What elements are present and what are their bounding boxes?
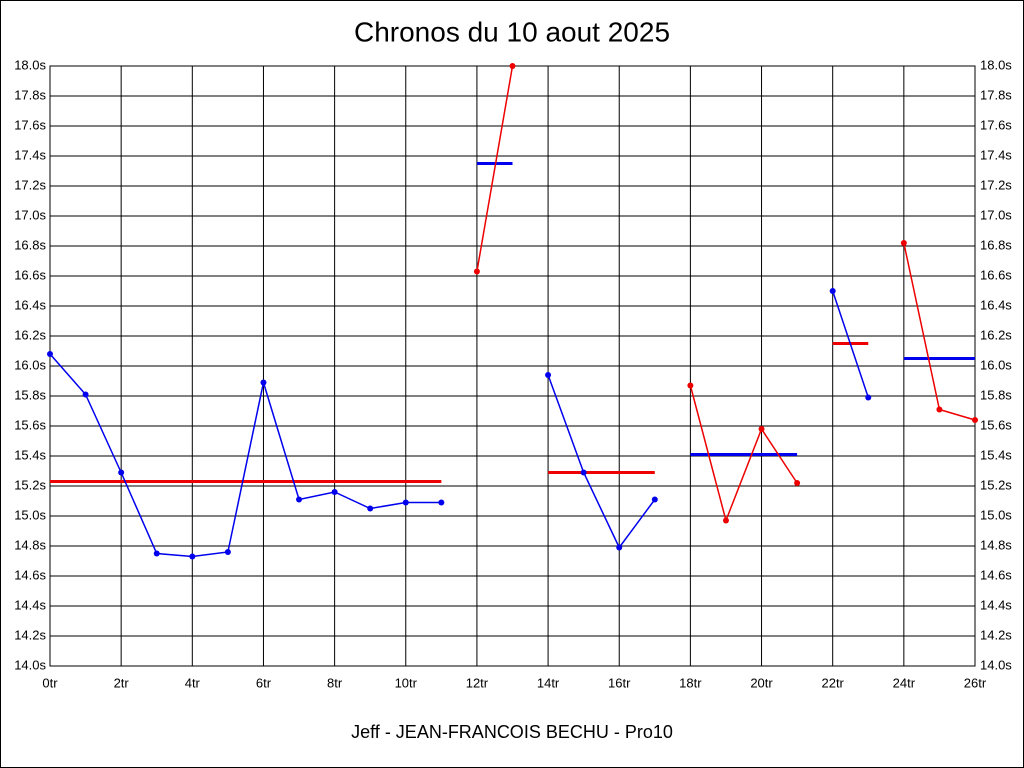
y-tick-label: 17.0s — [14, 207, 46, 222]
x-tick-label: 2tr — [114, 675, 130, 690]
point — [865, 394, 872, 401]
y-tick-label: 14.6s — [14, 567, 46, 582]
x-tick-label: 16tr — [608, 675, 631, 690]
y-tick-label: 15.6s — [14, 417, 46, 432]
x-tick-label: 14tr — [537, 675, 560, 690]
y-tick-label: 16.0s — [14, 357, 46, 372]
y2-tick-label: 14.2s — [980, 627, 1012, 642]
point — [936, 406, 943, 413]
point — [829, 288, 836, 294]
x-tick-label: 0tr — [42, 675, 58, 690]
point — [260, 379, 267, 386]
point — [545, 372, 552, 378]
x-tick-label: 26tr — [964, 675, 987, 690]
x-tick-label: 20tr — [750, 675, 773, 690]
point — [153, 550, 160, 557]
y2-tick-label: 17.2s — [980, 177, 1012, 192]
point — [687, 382, 694, 389]
point — [402, 499, 409, 506]
point — [189, 553, 196, 560]
point — [900, 240, 907, 246]
point — [580, 469, 587, 476]
y-tick-label: 15.4s — [14, 447, 46, 462]
y-tick-label: 17.4s — [14, 147, 46, 162]
y2-tick-label: 15.0s — [980, 507, 1012, 522]
series-line — [831, 290, 869, 398]
x-tick-label: 4tr — [185, 675, 201, 690]
y2-tick-label: 16.6s — [980, 267, 1012, 282]
series-line — [49, 353, 442, 558]
point — [82, 391, 89, 398]
x-tick-label: 12tr — [466, 675, 489, 690]
y-tick-label: 15.8s — [14, 387, 46, 402]
x-axis-label: Jeff - JEAN-FRANCOIS BECHU - Pro10 — [351, 722, 673, 742]
point — [296, 496, 303, 503]
y2-tick-label: 17.6s — [980, 117, 1012, 132]
y2-tick-label: 18.0s — [980, 57, 1012, 72]
point — [758, 426, 765, 432]
y2-tick-label: 14.8s — [980, 537, 1012, 552]
x-tick-label: 18tr — [679, 675, 702, 690]
point — [47, 351, 53, 357]
y-tick-label: 15.2s — [14, 477, 46, 492]
y2-tick-label: 15.4s — [980, 447, 1012, 462]
point — [616, 544, 623, 551]
point — [794, 480, 801, 486]
y-tick-label: 14.0s — [14, 657, 46, 672]
y-tick-label: 15.0s — [14, 507, 46, 522]
series-line — [476, 65, 514, 272]
y2-tick-label: 16.4s — [980, 297, 1012, 312]
y2-tick-label: 15.8s — [980, 387, 1012, 402]
series-line — [547, 374, 656, 549]
point — [651, 496, 658, 503]
y-tick-label: 17.6s — [14, 117, 46, 132]
x-tick-label: 24tr — [893, 675, 916, 690]
y2-tick-label: 16.8s — [980, 237, 1012, 252]
x-tick-label: 10tr — [395, 675, 418, 690]
y2-tick-label: 16.0s — [980, 357, 1012, 372]
y2-tick-label: 17.8s — [980, 87, 1012, 102]
x-tick-label: 6tr — [256, 675, 272, 690]
y-tick-label: 14.8s — [14, 537, 46, 552]
point — [118, 469, 125, 476]
point — [438, 499, 445, 506]
point — [224, 549, 231, 555]
point — [367, 505, 374, 512]
y2-tick-label: 15.6s — [980, 417, 1012, 432]
y2-tick-label: 17.4s — [980, 147, 1012, 162]
y-tick-label: 17.8s — [14, 87, 46, 102]
y-tick-label: 16.8s — [14, 237, 46, 252]
y-tick-label: 16.6s — [14, 267, 46, 282]
y2-tick-label: 14.4s — [980, 597, 1012, 612]
y2-tick-label: 17.0s — [980, 207, 1012, 222]
point — [473, 268, 480, 275]
y-tick-label: 16.2s — [14, 327, 46, 342]
y2-tick-label: 14.6s — [980, 567, 1012, 582]
point — [331, 489, 338, 495]
y-tick-label: 18.0s — [14, 57, 46, 72]
x-tick-label: 8tr — [327, 675, 343, 690]
x-tick-label: 22tr — [821, 675, 844, 690]
chart-title: Chronos du 10 aout 2025 — [354, 16, 670, 47]
y2-tick-label: 15.2s — [980, 477, 1012, 492]
y-tick-label: 17.2s — [14, 177, 46, 192]
point — [972, 417, 978, 423]
point — [722, 517, 729, 524]
point — [509, 63, 516, 69]
y-tick-label: 14.4s — [14, 597, 46, 612]
y-tick-label: 16.4s — [14, 297, 46, 312]
y-tick-label: 14.2s — [14, 627, 46, 642]
series-line — [689, 385, 798, 523]
y2-tick-label: 14.0s — [980, 657, 1012, 672]
y2-tick-label: 16.2s — [980, 327, 1012, 342]
